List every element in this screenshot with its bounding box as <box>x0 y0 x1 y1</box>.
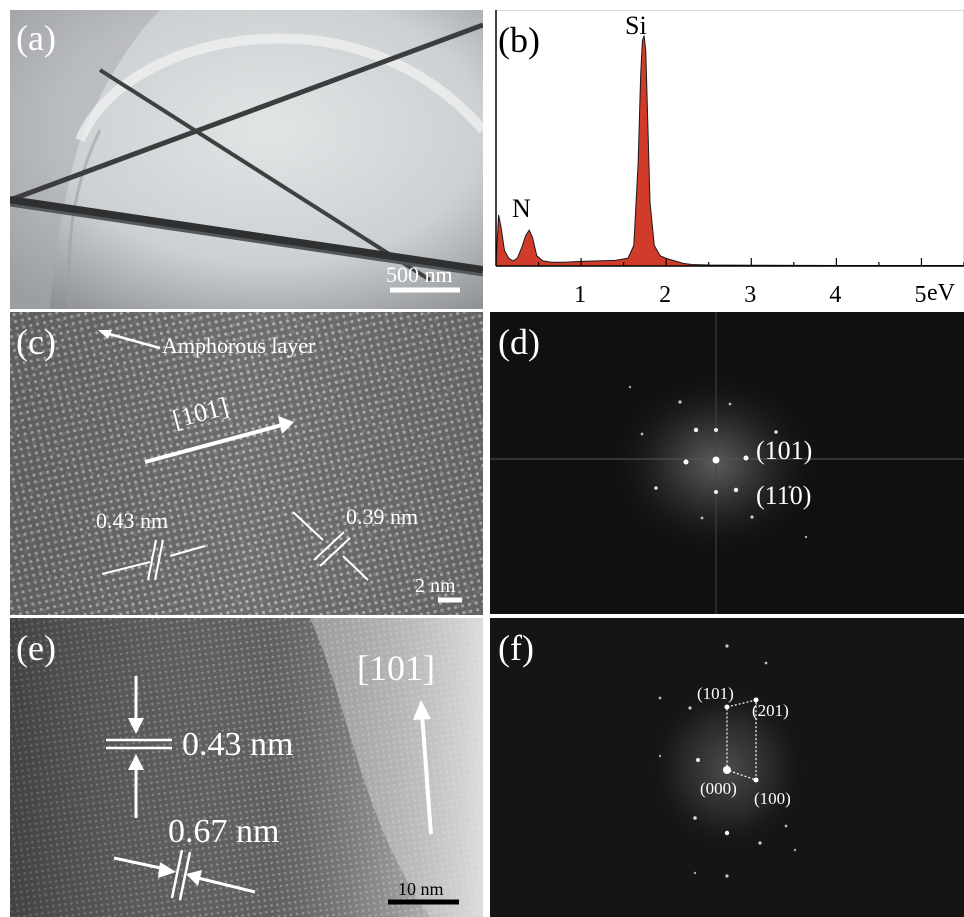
eds-tick-label-5: 5 <box>914 282 926 308</box>
eds-chart: 1 2 3 4 5 <box>495 10 964 308</box>
panel-e-direction-label: [101] <box>357 648 435 688</box>
panel-f-label: (f) <box>498 628 534 668</box>
eds-tick-label-4: 4 <box>829 282 841 308</box>
saed-spot-101-label: (101) <box>697 684 734 703</box>
panel-c-hrtem-image: (c) Amphorous layer [101] 0.43 nm 0.39 n… <box>10 312 483 615</box>
panel-c-spacing-043: 0.43 nm <box>96 508 169 533</box>
panel-d-label: (d) <box>498 322 540 362</box>
saed-spot-000-label: (000) <box>700 779 737 798</box>
panel-e-spacing-043: 0.43 nm <box>182 726 294 763</box>
saed-spot-201-label: (201) <box>752 701 789 720</box>
panel-e-scale-label: 10 nm <box>398 879 444 899</box>
panel-c-scale-label: 2 nm <box>415 575 456 597</box>
eds-spectrum-area <box>496 35 964 266</box>
fft-spot-110-label: (110) <box>756 481 812 510</box>
panel-d-fft-pattern: (d) (101) (110) <box>490 312 964 614</box>
eds-tick-label-2: 2 <box>659 282 671 308</box>
eds-spectrum-line <box>495 35 964 266</box>
panel-a-scale-label: 500 nm <box>386 262 453 287</box>
panel-c-spacing-039: 0.39 nm <box>346 504 419 529</box>
eds-peak-n-label: N <box>512 194 531 223</box>
panel-e-spacing-067: 0.67 nm <box>168 813 280 850</box>
panel-e-label: (e) <box>16 628 56 668</box>
panel-a-tem-image: (a) 500 nm <box>10 10 483 309</box>
eds-peak-si-label: Si <box>625 11 647 40</box>
hrtem-lattice-image-e <box>10 618 483 917</box>
saed-diffraction-image <box>490 618 964 917</box>
fft-diffraction-image <box>490 312 964 614</box>
eds-tick-label-1: 1 <box>574 282 586 308</box>
eds-x-axis-label: eV <box>927 280 955 306</box>
panel-c-label: (c) <box>16 322 56 362</box>
panel-a-label: (a) <box>16 18 56 58</box>
panel-b-label: (b) <box>498 20 540 60</box>
panel-e-hrtem-image: (e) [101] 0.43 nm 0.67 nm 10 nm <box>10 618 483 917</box>
hrtem-lattice-image <box>10 312 483 615</box>
panel-b-eds-spectrum: 1 2 3 4 5 (b) Si N eV <box>490 10 964 310</box>
saed-spot-100-label: (100) <box>754 789 791 808</box>
fft-spot-101-label: (101) <box>756 436 813 465</box>
amphorous-layer-label: Amphorous layer <box>162 333 316 358</box>
eds-tick-label-3: 3 <box>744 282 756 308</box>
tem-nanowire-image <box>10 10 483 309</box>
panel-f-diffraction-pattern: (f) (101) (201) (000) (100) <box>490 618 964 917</box>
